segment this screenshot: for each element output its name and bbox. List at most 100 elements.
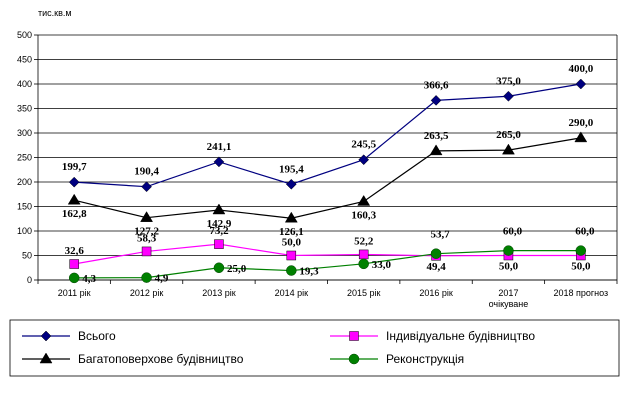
data-label: 375,0: [496, 75, 521, 87]
data-label: 195,4: [279, 163, 304, 175]
y-tick-label: 400: [17, 79, 32, 89]
data-label: 73,2: [209, 225, 229, 237]
legend-marker: [348, 353, 360, 365]
data-point: [69, 259, 79, 269]
data-point: [357, 194, 371, 206]
y-tick-label: 0: [27, 275, 32, 285]
data-point: [358, 154, 370, 166]
data-label: 53,7: [430, 229, 450, 241]
unit-label: тис.кв.м: [38, 8, 72, 18]
data-point: [140, 211, 154, 222]
data-point: [284, 211, 298, 223]
data-label: 33,0: [372, 259, 392, 271]
x-tick-label: 2016 рік: [419, 288, 453, 298]
legend-label: Індивідуальне будівництво: [386, 329, 535, 343]
data-point: [141, 272, 152, 283]
data-label: 19,3: [299, 266, 319, 278]
data-label: 49,4: [426, 261, 446, 273]
data-label: 162,8: [62, 208, 87, 220]
data-label: 400,0: [568, 63, 593, 75]
legend-marker: [349, 331, 359, 341]
data-point: [503, 245, 514, 256]
data-label: 241,1: [207, 141, 232, 153]
data-point: [286, 265, 297, 276]
x-tick-label: 2012 рік: [130, 288, 164, 298]
x-tick-label: очікуване: [489, 299, 529, 309]
x-tick-label: 2018 прогноз: [553, 288, 608, 298]
data-label: 160,3: [351, 209, 376, 221]
series-group: [67, 78, 588, 284]
data-label: 32,6: [65, 245, 85, 257]
data-point: [575, 78, 587, 90]
x-axis-ticks: 2011 рік 2012 рік 2013 рік 2014 рік 2015 рік…: [37, 280, 618, 309]
y-tick-label: 500: [17, 30, 32, 40]
data-point: [575, 245, 587, 256]
data-label: 4,9: [155, 273, 169, 285]
y-tick-label: 200: [17, 177, 32, 187]
data-label: 25,0: [227, 263, 247, 275]
x-tick-label: 2011 рік: [58, 288, 91, 298]
data-label: 366,6: [424, 79, 449, 91]
data-label: 190,4: [134, 166, 159, 178]
y-tick-label: 350: [17, 104, 32, 114]
data-label: 50,0: [499, 261, 519, 273]
gridlines: [37, 34, 618, 281]
x-tick-label: 2013 рік: [202, 288, 236, 298]
data-label: 142,9: [207, 218, 232, 230]
x-tick-label: 2014 рік: [275, 288, 309, 298]
y-tick-label: 450: [17, 55, 32, 65]
y-tick-label: 300: [17, 128, 32, 138]
y-tick-label: 100: [17, 226, 32, 236]
data-label: 263,5: [424, 130, 449, 142]
data-point: [67, 193, 81, 205]
y-axis-ticks: 0 50 100 150 200 250 300 350 400 450 500: [17, 30, 38, 285]
legend-label: Реконструкція: [386, 352, 464, 366]
data-point: [358, 258, 369, 270]
legend-box: [9, 319, 620, 377]
x-tick-label: 2015 рік: [347, 288, 381, 298]
data-label: 60,0: [575, 226, 595, 238]
series-line: [74, 137, 581, 219]
legend-label: Багатоповерхове будівництво: [78, 352, 244, 366]
series-line: [74, 83, 581, 188]
data-point: [358, 249, 369, 260]
data-point: [212, 203, 226, 215]
data-point: [213, 262, 225, 273]
data-label: 58,3: [137, 232, 157, 244]
data-label: 290,0: [568, 117, 593, 129]
data-label: 60,0: [503, 226, 523, 238]
legend: Всього Індивідуальне будівництво Багатопов…: [9, 319, 620, 377]
data-point: [68, 272, 80, 284]
legend-marker: [39, 352, 53, 364]
data-point: [141, 181, 152, 193]
data-label: 126,1: [279, 226, 304, 238]
data-label: 199,7: [62, 161, 87, 173]
data-label: 52,2: [354, 235, 374, 247]
data-point: [574, 131, 588, 143]
data-label: 4,3: [82, 273, 96, 285]
data-point: [430, 95, 442, 106]
data-label: 127,2: [134, 226, 159, 238]
series-line: [74, 243, 581, 265]
data-point: [285, 178, 297, 190]
data-point: [213, 156, 225, 168]
legend-label: Всього: [78, 329, 116, 343]
data-label: 245,5: [351, 139, 376, 151]
data-label: 50,0: [282, 237, 302, 249]
data-labels: 199,7 190,4 241,1 195,4 245,5 366,6 375,0 400,0…: [62, 63, 595, 285]
y-tick-label: 150: [17, 202, 32, 212]
data-label: 50,0: [571, 261, 591, 273]
data-point: [286, 250, 297, 261]
data-point: [429, 144, 443, 156]
y-tick-label: 50: [22, 251, 32, 261]
data-point: [503, 90, 514, 102]
data-point: [141, 246, 152, 257]
data-point: [501, 143, 515, 155]
legend-marker: [40, 330, 52, 342]
series-line: [74, 250, 581, 279]
data-point: [430, 248, 442, 259]
data-point: [214, 239, 224, 249]
y-tick-label: 250: [17, 153, 32, 163]
x-tick-label: 2017: [498, 288, 518, 298]
